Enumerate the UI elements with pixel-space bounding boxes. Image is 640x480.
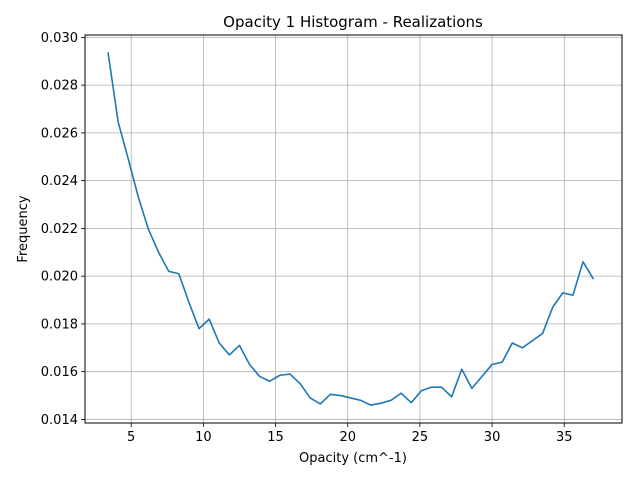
y-tick-label: 0.024 [41, 174, 78, 189]
x-tick-label: 15 [267, 430, 284, 445]
y-tick-label: 0.028 [41, 79, 78, 94]
y-tick-label: 0.018 [41, 317, 78, 332]
x-tick-label: 35 [556, 430, 573, 445]
plot-frame [84, 34, 623, 424]
ticks: 5 10 15 20 25 30 35 0.014 0.016 0.018 0.020 0.022 0.… [41, 31, 573, 445]
y-tick-label: 0.020 [41, 270, 78, 285]
y-tick-label: 0.016 [41, 365, 78, 380]
y-tick-label: 0.026 [41, 126, 78, 141]
series-group [107, 52, 594, 406]
chart-title: Opacity 1 Histogram - Realizations [223, 13, 483, 31]
y-tick-label: 0.014 [41, 413, 78, 428]
x-tick-label: 25 [412, 430, 429, 445]
x-tick-label: 10 [195, 430, 212, 445]
y-axis-label: Frequency [16, 195, 31, 262]
x-tick-label: 20 [339, 430, 356, 445]
x-tick-label: 5 [127, 430, 135, 445]
y-tick-label: 0.030 [41, 31, 78, 46]
series-line [107, 52, 594, 406]
y-tick-label: 0.022 [41, 222, 78, 237]
x-tick-label: 30 [484, 430, 501, 445]
grid [85, 35, 622, 423]
x-axis-label: Opacity (cm^-1) [299, 451, 407, 466]
